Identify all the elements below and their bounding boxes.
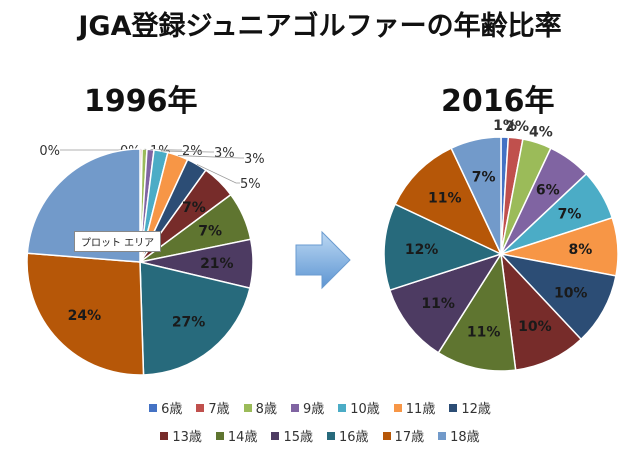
data-label: 0% [39,144,60,159]
chart-title: JGA登録ジュニアゴルファーの年齢比率 [78,11,562,42]
legend-swatch [338,403,347,412]
legend-item-6歳[interactable]: 6歳 [149,398,182,417]
legend-swatch [290,403,299,412]
pie-slice-18歳[interactable] [450,136,502,255]
legend-label: 9歳 [302,402,325,417]
left-chart-title: 1996年 [84,84,198,119]
data-label: 6% [536,183,560,199]
legend-label: 14歳 [227,430,258,445]
legend-item-10歳[interactable]: 10歳 [338,398,380,417]
pie-slice-17歳[interactable] [394,147,503,256]
data-label: 11% [421,296,455,312]
legend-label: 18歳 [450,430,480,445]
legend-swatch [382,431,391,440]
pie-slice-16歳[interactable] [383,203,504,292]
pie-1996[interactable]: 0%0%1%2%3%3%5%7%7%21%27%24% [26,144,265,376]
legend-label: 7歳 [208,402,230,417]
legend-item-9歳[interactable]: 9歳 [290,398,325,417]
plot-area-tooltip: プロット エリア [74,231,162,252]
data-label: 27% [172,315,206,331]
data-label: 7% [182,200,206,216]
pie-slice-15歳[interactable] [388,252,503,354]
pie-slice-14歳[interactable] [437,251,517,372]
data-label: 3% [214,146,235,161]
pie-2016[interactable]: 1%2% 4% 6% 7% 8% 10% 10% 11% 11% 12% 11% 7% [383,118,619,372]
legend-item-18歳[interactable]: 18歳 [438,426,480,445]
data-label: 7% [472,169,496,185]
pie-slice-17歳[interactable] [26,252,145,376]
legend-label: 13歳 [172,430,202,445]
leader-line [150,149,182,151]
data-label: 24% [68,308,102,324]
legend-item-17歳[interactable]: 17歳 [382,426,425,445]
pie-slice-12歳[interactable] [498,252,617,341]
data-label: 7% [198,224,222,240]
arrow-right-icon [295,230,351,290]
right-chart-title: 2016年 [441,84,555,119]
legend-swatch [393,403,402,412]
legend-label: 15歳 [283,430,313,445]
legend-item-14歳[interactable]: 14歳 [215,426,258,445]
legend-swatch [271,431,280,440]
legend-swatch [243,403,252,412]
legend-row-2: 13歳 14歳 15歳 16歳 17歳 18歳 [0,426,640,445]
data-label: 5% [240,177,261,192]
data-label: 7% [558,207,582,223]
data-label: 2% [505,119,529,135]
legend-swatch [449,403,458,412]
data-label: 12% [405,242,439,258]
legend-label: 12歳 [461,402,491,417]
legend-label: 10歳 [350,402,380,417]
data-label: 1% [493,118,517,134]
pie-slice-16歳[interactable] [139,261,251,376]
leader-line [160,150,214,153]
data-label: 3% [244,152,265,167]
leader-line [196,164,240,184]
legend-swatch [196,403,205,412]
data-label: 8% [569,242,593,258]
legend-label: 11歳 [405,402,436,417]
legend-label: 16歳 [339,430,369,445]
data-label: 10% [518,319,552,335]
legend-item-16歳[interactable]: 16歳 [327,426,369,445]
legend-label: 8歳 [255,402,277,417]
legend-swatch [149,403,158,412]
legend-swatch [438,431,447,440]
data-label: 21% [200,256,234,272]
legend-swatch [327,431,335,440]
legend-item-13歳[interactable]: 13歳 [160,426,202,445]
legend-label: 6歳 [161,402,183,417]
legend-item-15歳[interactable]: 15歳 [271,426,313,445]
data-label: 11% [467,325,501,341]
legend-item-12歳[interactable]: 12歳 [449,398,491,417]
legend-swatch [160,431,169,440]
legend-item-8歳[interactable]: 8歳 [243,398,277,417]
legend-item-7歳[interactable]: 7歳 [196,398,230,417]
data-label: 10% [554,285,588,301]
data-label: 4% [529,124,553,140]
legend-row-1: 6歳 7歳 8歳 9歳 10歳 11歳 12歳 [0,398,640,417]
data-label: 11% [428,191,462,207]
legend-swatch [215,431,224,440]
legend-label: 17歳 [394,430,425,445]
pie-slice-13歳[interactable] [499,251,583,371]
leader-line [177,155,244,159]
legend-item-11歳[interactable]: 11歳 [393,398,436,417]
